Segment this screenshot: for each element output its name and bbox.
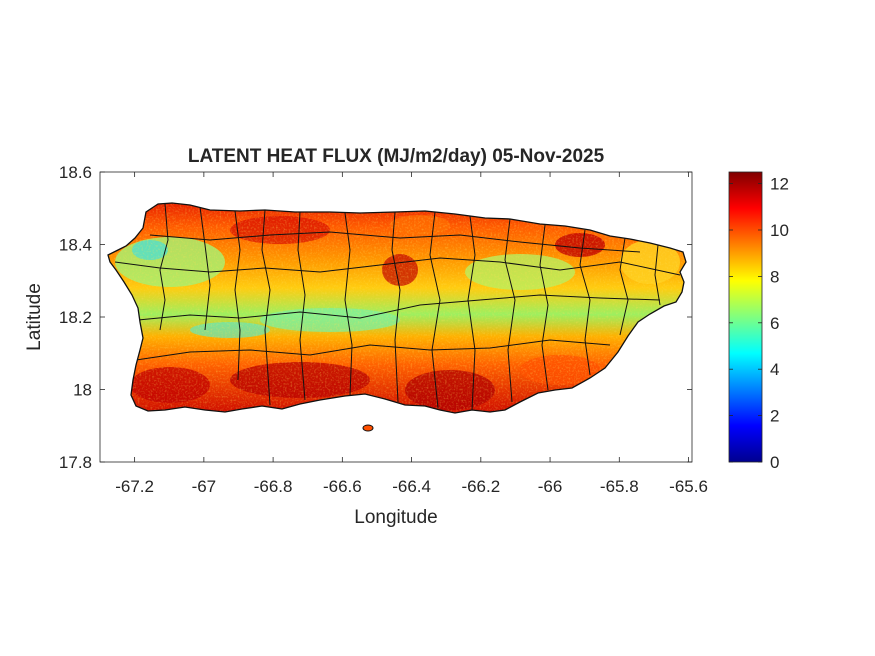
colorbar-tick-label: 0 <box>770 453 779 472</box>
colorbar-tick-label: 12 <box>770 175 789 194</box>
municipal-boundary <box>467 215 476 411</box>
x-tick-label: -66.8 <box>254 477 293 496</box>
municipal-boundary <box>234 210 241 381</box>
colorbar-tick-label: 2 <box>770 407 779 426</box>
colorbar-tick-label: 8 <box>770 267 779 286</box>
municipal-boundary <box>159 203 169 331</box>
y-tick-label: 18.4 <box>59 236 92 255</box>
x-axis: -67.2 -67 -66.8 -66.6 -66.4 -66.2 -66 -65.8 -65.… <box>115 172 708 496</box>
municipal-boundary <box>114 257 681 276</box>
chart-title: LATENT HEAT FLUX (MJ/m2/day) 05-Nov-2025 <box>188 146 605 167</box>
x-tick-label: -66.4 <box>392 477 431 496</box>
x-tick-label: -67.2 <box>115 477 154 496</box>
x-tick-label: -65.6 <box>669 477 708 496</box>
municipal-boundary <box>297 211 306 401</box>
municipal-boundary <box>149 231 641 253</box>
y-tick-label: 18 <box>73 381 92 400</box>
y-axis: 17.8 18 18.2 18.4 18.6 <box>59 163 692 472</box>
y-axis-label: Latitude <box>24 283 45 351</box>
municipal-boundary <box>654 244 661 306</box>
municipal-boundaries <box>114 203 681 411</box>
x-tick-label: -66.6 <box>323 477 362 496</box>
municipal-boundary <box>261 209 271 406</box>
municipal-boundary <box>429 211 441 409</box>
municipal-boundary <box>199 206 211 331</box>
x-tick-label: -67 <box>192 477 217 496</box>
municipal-boundary <box>504 218 516 403</box>
coastline <box>107 202 687 414</box>
municipal-boundary <box>579 229 591 376</box>
colorbar-tick-label: 4 <box>770 360 779 379</box>
caja-de-muertos-island <box>362 424 374 432</box>
municipal-boundary <box>135 339 611 361</box>
municipal-boundary <box>137 294 661 321</box>
colorbar-tick-label: 6 <box>770 314 779 333</box>
y-tick-label: 18.2 <box>59 308 92 327</box>
colorbar <box>728 171 763 463</box>
x-tick-label: -65.8 <box>600 477 639 496</box>
colorbar-tick-label: 10 <box>770 221 789 240</box>
x-tick-label: -66.2 <box>461 477 500 496</box>
municipal-boundary <box>619 237 629 336</box>
y-tick-label: 17.8 <box>59 453 92 472</box>
y-tick-label: 18.6 <box>59 163 92 182</box>
colorbar-ticks: 0 2 4 6 8 10 12 <box>729 175 789 472</box>
x-tick-label: -66 <box>538 477 563 496</box>
municipal-boundary <box>539 224 549 391</box>
x-axis-label: Longitude <box>354 507 437 528</box>
municipal-boundary <box>344 212 353 396</box>
